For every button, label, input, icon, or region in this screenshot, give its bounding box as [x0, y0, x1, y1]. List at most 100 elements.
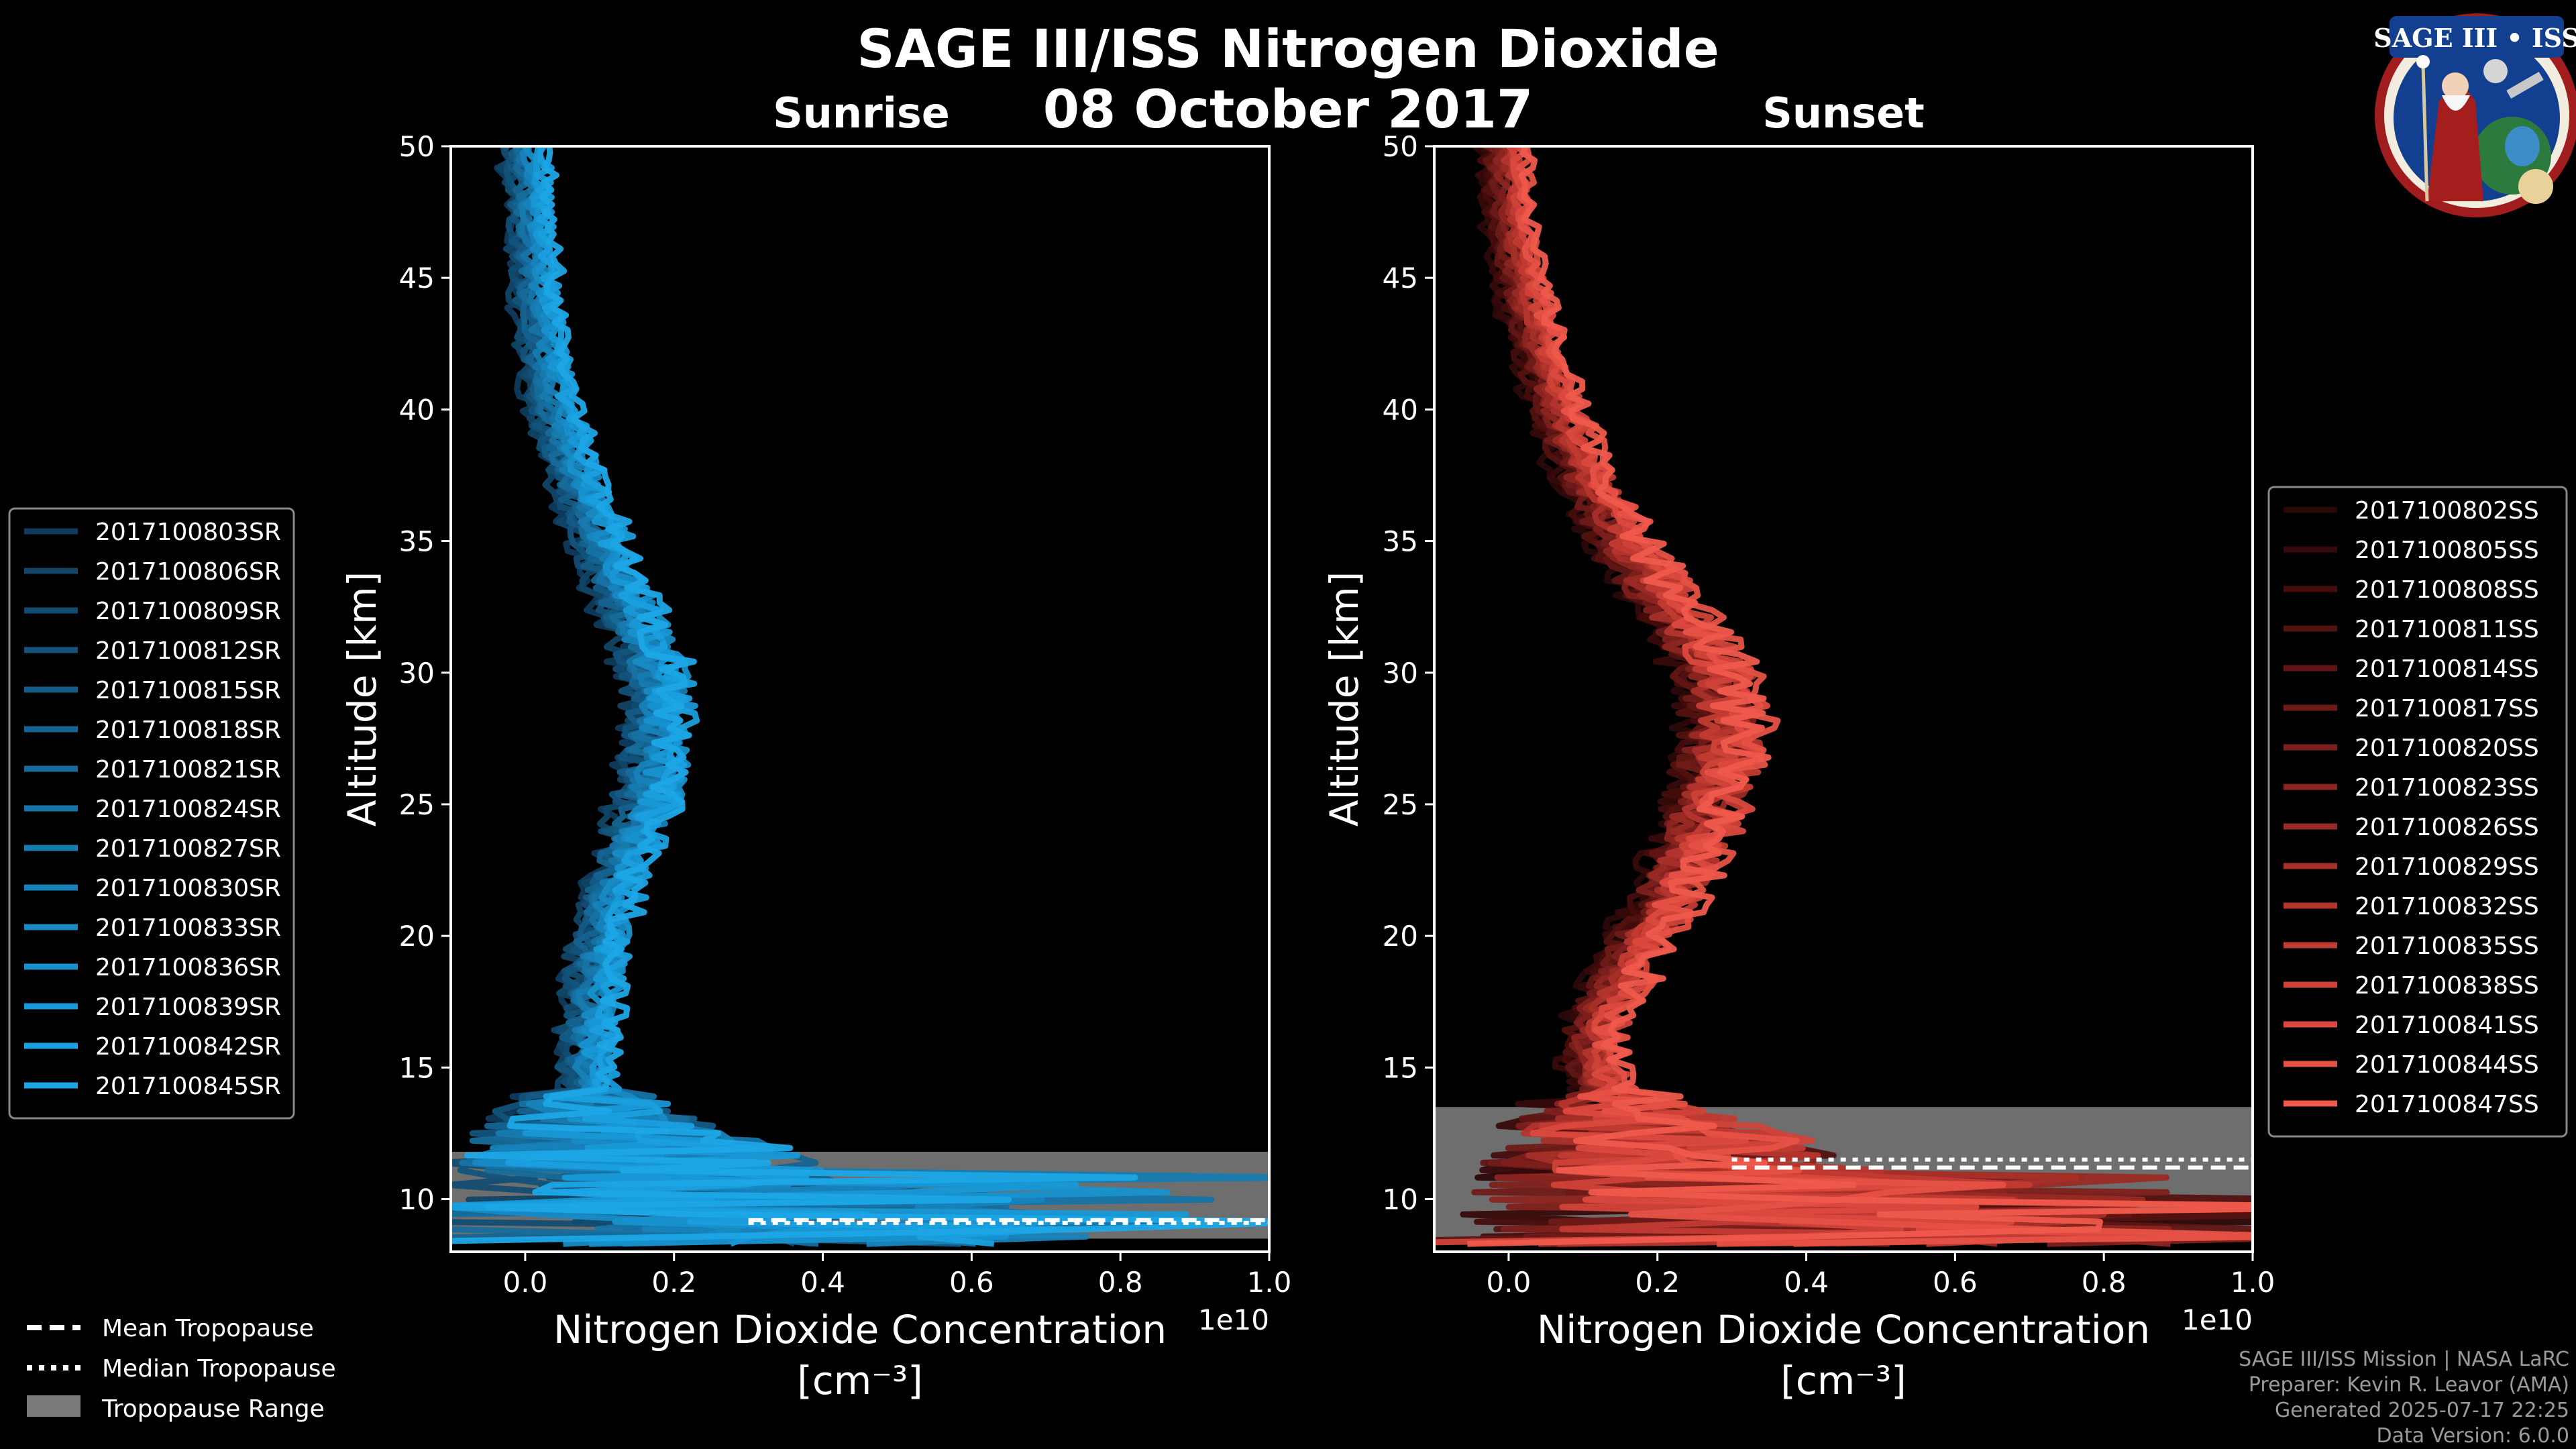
sunset-x-tick-label: 0.6 — [1933, 1266, 1978, 1299]
sunrise-legend-label: 2017100839SR — [95, 994, 281, 1021]
sunset-plot-frame — [1433, 145, 2254, 1253]
sunset-x-tick-label: 0.0 — [1487, 1266, 1532, 1299]
sunset-ticks: 0.0 0.2 0.4 0.6 0.8 1.0 10 15 20 25 30 35 40 45 50 — [1383, 130, 2275, 1299]
sunrise-x-tick-label: 0.0 — [503, 1266, 548, 1299]
sunset-y-tick-label: 50 — [1383, 130, 1418, 163]
logo-text: SAGE III • ISS — [2373, 23, 2576, 53]
sunrise-x-axis-unit: [cm⁻³] — [797, 1358, 923, 1403]
sunrise-legend: 2017100803SR 2017100806SR 2017100809SR 2017… — [8, 507, 295, 1120]
tropopause-range-label: Tropopause Range — [101, 1395, 325, 1423]
sunset-y-tick-label: 10 — [1383, 1183, 1418, 1216]
median-tropopause-label: Median Tropopause — [102, 1355, 336, 1383]
sunset-y-tick-label: 20 — [1383, 920, 1418, 953]
sunrise-y-tick-label: 45 — [399, 262, 435, 294]
sunset-panel-title: Sunset — [1762, 89, 1925, 138]
sunrise-legend-label: 2017100818SR — [95, 716, 281, 744]
sunset-x-axis-unit: [cm⁻³] — [1780, 1358, 1907, 1403]
sunset-legend-label: 2017100808SS — [2355, 576, 2539, 604]
sunrise-legend-label: 2017100824SR — [95, 796, 281, 823]
sunset-x-tick-label: 1.0 — [2231, 1266, 2275, 1299]
sunrise-y-tick-label: 35 — [399, 525, 435, 558]
sunrise-y-axis-label: Altitude [km] — [339, 572, 385, 826]
sunset-legend-label: 2017100823SS — [2355, 774, 2539, 802]
sunrise-legend-label: 2017100833SR — [95, 914, 281, 942]
sunrise-x-tick-label: 0.4 — [800, 1266, 845, 1299]
sunrise-legend-label: 2017100842SR — [95, 1033, 281, 1061]
sunset-y-tick-label: 40 — [1383, 393, 1418, 426]
tropopause-legend: Mean Tropopause Median Tropopause Tropop… — [27, 1315, 336, 1423]
sunrise-y-tick-label: 10 — [399, 1183, 435, 1216]
credit-line-2: Preparer: Kevin R. Leavor (AMA) — [2249, 1373, 2569, 1397]
sunset-y-tick-label: 30 — [1383, 657, 1418, 690]
sunrise-panel: Sunrise 0.0 0.2 0.4 0.6 0.8 1.0 10 15 20 25 30 35 40… — [339, 89, 1292, 1403]
sunset-legend-label: 2017100832SS — [2355, 893, 2539, 920]
sunrise-y-tick-label: 30 — [399, 657, 435, 690]
credit-line-4: Data Version: 6.0.0 — [2377, 1424, 2569, 1448]
sunset-legend-box — [2267, 486, 2568, 1138]
sunrise-legend-label: 2017100806SR — [95, 558, 281, 586]
sunrise-legend-label: 2017100812SR — [95, 637, 281, 665]
sunrise-series-group — [451, 146, 1269, 1247]
sunset-x-tick-label: 0.8 — [2082, 1266, 2127, 1299]
credits: SAGE III/ISS Mission | NASA LaRC Prepare… — [2239, 1348, 2569, 1448]
sunset-y-tick-label: 15 — [1383, 1051, 1418, 1084]
sunset-y-tick-label: 25 — [1383, 788, 1418, 821]
sunrise-y-tick-label: 50 — [399, 130, 435, 163]
sunset-y-axis-label: Altitude [km] — [1322, 572, 1367, 826]
sunset-legend-label: 2017100805SS — [2355, 537, 2539, 564]
sunset-series-group — [1434, 146, 2253, 1247]
sunrise-y-tick-label: 25 — [399, 788, 435, 821]
sunset-panel: Sunset 0.0 0.2 0.4 0.6 0.8 1.0 10 15 20 25 30 35 40 4… — [1322, 89, 2275, 1403]
sunset-legend-label: 2017100814SS — [2355, 655, 2539, 683]
sunset-legend-label: 2017100835SS — [2355, 932, 2539, 960]
sunrise-legend-box — [8, 507, 295, 1120]
sunset-x-axis-label: Nitrogen Dioxide Concentration — [1537, 1307, 2150, 1352]
sunset-legend-label: 2017100826SS — [2355, 814, 2539, 841]
sunrise-legend-label: 2017100830SR — [95, 875, 281, 902]
credit-line-1: SAGE III/ISS Mission | NASA LaRC — [2239, 1348, 2569, 1371]
sunset-legend-label: 2017100820SS — [2355, 735, 2539, 762]
sunrise-legend-label: 2017100821SR — [95, 756, 281, 784]
sunset-legend-label: 2017100802SS — [2355, 497, 2539, 525]
sunrise-x-tick-label: 0.2 — [651, 1266, 696, 1299]
sunrise-legend-label: 2017100845SR — [95, 1073, 281, 1100]
sunset-legend-label: 2017100817SS — [2355, 695, 2539, 722]
sunset-series-line-2017100847SS — [1467, 146, 2253, 1247]
sunrise-x-tick-label: 0.6 — [949, 1266, 994, 1299]
sunrise-legend-label: 2017100809SR — [95, 598, 281, 625]
mean-tropopause-label: Mean Tropopause — [102, 1315, 314, 1342]
sunrise-y-tick-label: 20 — [399, 920, 435, 953]
sunrise-legend-label: 2017100836SR — [95, 954, 281, 981]
sunset-legend-label: 2017100847SS — [2355, 1091, 2539, 1118]
sunrise-panel-title: Sunrise — [773, 89, 950, 138]
figure-date: 08 October 2017 — [1043, 80, 1534, 140]
sunrise-x-scale-label: 1e10 — [1198, 1303, 1269, 1336]
sunset-y-tick-label: 35 — [1383, 525, 1418, 558]
sunset-legend-label: 2017100841SS — [2355, 1012, 2539, 1039]
tropopause-range-swatch — [27, 1395, 80, 1417]
sunrise-legend-label: 2017100827SR — [95, 835, 281, 863]
sunrise-series-line-2017100845SR — [451, 146, 1269, 1244]
sunrise-x-tick-label: 1.0 — [1247, 1266, 1292, 1299]
sunrise-x-tick-label: 0.8 — [1098, 1266, 1143, 1299]
credit-line-3: Generated 2025-07-17 22:25 — [2275, 1399, 2569, 1422]
sunrise-legend-label: 2017100803SR — [95, 519, 281, 546]
sunrise-y-tick-label: 40 — [399, 393, 435, 426]
sunrise-plot-frame — [449, 145, 1271, 1253]
sunset-x-scale-label: 1e10 — [2182, 1303, 2253, 1336]
figure-title: SAGE III/ISS Nitrogen Dioxide — [857, 19, 1719, 80]
sunset-y-tick-label: 45 — [1383, 262, 1418, 294]
sunrise-y-tick-label: 15 — [399, 1051, 435, 1084]
sunset-legend-label: 2017100838SS — [2355, 972, 2539, 1000]
sunset-legend-label: 2017100829SS — [2355, 853, 2539, 881]
sunset-legend-label: 2017100844SS — [2355, 1051, 2539, 1079]
sunrise-ticks: 0.0 0.2 0.4 0.6 0.8 1.0 10 15 20 25 30 35 40 45 50 — [399, 130, 1292, 1299]
sunrise-x-axis-label: Nitrogen Dioxide Concentration — [553, 1307, 1167, 1352]
sunrise-legend-label: 2017100815SR — [95, 677, 281, 704]
sage-iii-iss-mission-patch-icon: SAGE III • ISS — [2373, 13, 2576, 217]
sunset-x-tick-label: 0.2 — [1635, 1266, 1680, 1299]
sunset-legend-label: 2017100811SS — [2355, 616, 2539, 643]
sunset-x-tick-label: 0.4 — [1784, 1266, 1829, 1299]
sunset-legend: 2017100802SS 2017100805SS 2017100808SS 2017… — [2267, 486, 2568, 1138]
